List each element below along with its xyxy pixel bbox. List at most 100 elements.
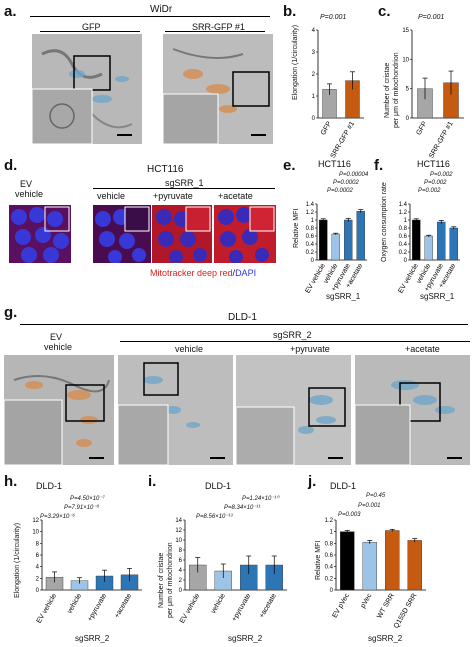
chart-c-ytick-label: 5 (406, 87, 410, 93)
chart-i-ytick-label: 2 (179, 578, 183, 584)
panel-i-pvalue-3: P=8.56×10⁻¹³ (196, 514, 233, 520)
chart-f-ytick-label: 0.6 (399, 234, 408, 240)
chart-i-ytick-label: 12 (175, 528, 182, 534)
panel-j-pvalue-3: P=0.003 (338, 512, 361, 518)
chart-f-ytick-label: 0.8 (399, 226, 408, 232)
panel-d-ev: EV (20, 179, 33, 189)
panel-h-xgroup: sgSRR_2 (75, 634, 110, 643)
panel-c-pvalue: P=0.001 (418, 14, 445, 21)
panel-f-xgroup: sgSRR_1 (420, 292, 455, 301)
panel-a-gfp-line (40, 31, 140, 32)
panel-f-pvalue-3: P=0.002 (418, 188, 441, 194)
chart-j-ytick-label: 1.2 (325, 518, 334, 524)
chart-j-ytick-label: 0.2 (325, 576, 334, 582)
panel-h-label: h. (4, 473, 18, 490)
chart-b-ytick-label: 4 (312, 28, 316, 34)
chart-j-xtick-label: Q155D SRR (393, 593, 419, 630)
panel-e-pvalue-1: P=0.00004 (339, 172, 369, 178)
chart-h-ytick-label: 10 (32, 530, 39, 536)
panel-d-cond-pyruvate: +pyruvate (153, 191, 193, 201)
panel-a-header-line (30, 16, 270, 17)
chart-e-ytick-label: 0.4 (306, 242, 315, 248)
panel-a-cell-line: WiDr (150, 4, 173, 15)
chart-f-ytick-label: 1.4 (399, 202, 408, 208)
panel-d-label: d. (4, 157, 18, 174)
chart-i-ytick-label: 0 (179, 588, 183, 594)
confocal-pyruvate (152, 205, 212, 263)
chart-j-bar (340, 531, 355, 591)
chart-f-ytick-label: 1 (404, 218, 408, 224)
chart-h-ytick-label: 0 (36, 588, 40, 594)
stain-blue: DAPI (235, 268, 257, 278)
panel-h-pvalue-2: P=7.91×10⁻⁸ (64, 505, 100, 511)
panel-c-label: c. (378, 3, 391, 20)
chart-c-ytick-label: 15 (402, 28, 409, 34)
panel-d-group-line (93, 188, 275, 189)
panel-g-cell-line: DLD-1 (228, 312, 257, 323)
panel-a-cond-srr: SRR-GFP #1 (192, 22, 245, 32)
panel-g-group: sgSRR_2 (273, 330, 312, 340)
panel-d-cell-line: HCT116 (147, 164, 184, 175)
panel-d-ev-vehicle: vehicle (15, 189, 44, 199)
panel-h-pvalue-3: P=3.29×10⁻⁶ (40, 514, 76, 520)
confocal-acetate (214, 205, 276, 263)
chart-h-ytick-label: 6 (36, 553, 40, 559)
chart-j-ytick-label: 0.8 (325, 541, 334, 547)
panel-g-cond-pyruvate: +pyruvate (290, 344, 330, 354)
chart-j-xtick-label: WT SRR (376, 593, 396, 620)
panel-f-pvalue-1: P=0.002 (430, 172, 453, 178)
panel-e-pvalue-2: P=0.0002 (333, 180, 359, 186)
panel-g-cond-vehicle: vehicle (175, 344, 204, 354)
panel-j-pvalue-1: P=0.45 (366, 493, 386, 499)
panel-j-pvalue-2: P=0.001 (358, 503, 381, 509)
chart-i-ytick-label: 4 (179, 568, 183, 574)
panel-j-label: j. (308, 473, 317, 490)
chart-i-ytick-label: 8 (179, 548, 183, 554)
stain-red: Mitotracker deep red (150, 268, 233, 278)
panel-a-label: a. (4, 3, 17, 20)
panel-g-group-line (120, 341, 470, 342)
panel-g-header-line (20, 324, 468, 325)
em-image-dld1-acetate (355, 355, 470, 465)
chart-h-ytick-label: 8 (36, 541, 40, 547)
panel-d-stain-legend: Mitotracker deep red/DAPI (150, 269, 256, 278)
chart-i-ytick-label: 6 (179, 558, 183, 564)
em-image-wildtype-gfp (32, 34, 142, 144)
chart-j-xtick-label: EV pVec (331, 592, 351, 619)
panel-e-cell-line: HCT116 (318, 159, 351, 169)
panel-i-pvalue-1: P=1.24×10⁻¹⁰ (242, 496, 279, 502)
chart-h-ytick-label: 4 (36, 565, 40, 571)
em-image-dld1-pyruvate (236, 355, 351, 465)
chart-e-ytick-label: 0 (311, 258, 315, 264)
chart-j-ytick-label: 0.4 (325, 565, 334, 571)
chart-b-ytick-label: 1 (312, 94, 316, 100)
stain-sep: / (232, 268, 236, 278)
panel-g-cond-acetate: +acetate (405, 344, 440, 354)
panel-e-xgroup: sgSRR_1 (326, 292, 361, 301)
chart-e-ytick-label: 0.8 (306, 226, 315, 232)
chart-f-ytick-label: 0.4 (399, 242, 408, 248)
panel-i-label: i. (148, 473, 157, 490)
panel-a-cond-gfp: GFP (82, 22, 101, 32)
panel-h-pvalue-1: P=4.50×10⁻⁷ (70, 496, 105, 502)
em-image-dld1-vehicle (118, 355, 233, 465)
chart-j-bar (362, 541, 377, 591)
panel-e-pvalue-3: P=0.0002 (327, 188, 353, 194)
chart-j-ytick-label: 1 (330, 530, 334, 536)
chart-f-ytick-label: 1.2 (399, 210, 408, 216)
panel-f-label: f. (374, 157, 384, 174)
panel-i-pvalue-2: P=8.34×10⁻¹¹ (224, 505, 261, 511)
em-image-srr-gfp (163, 34, 273, 144)
panel-j-xgroup: sgSRR_2 (368, 634, 403, 643)
panel-f-cell-line: HCT116 (417, 159, 450, 169)
chart-j-bar (407, 540, 422, 591)
panel-d-cond-vehicle: vehicle (97, 191, 126, 201)
panel-e-label: e. (283, 157, 296, 174)
chart-e-ytick-label: 0.6 (306, 234, 315, 240)
panel-g-ev: EV (50, 332, 63, 342)
